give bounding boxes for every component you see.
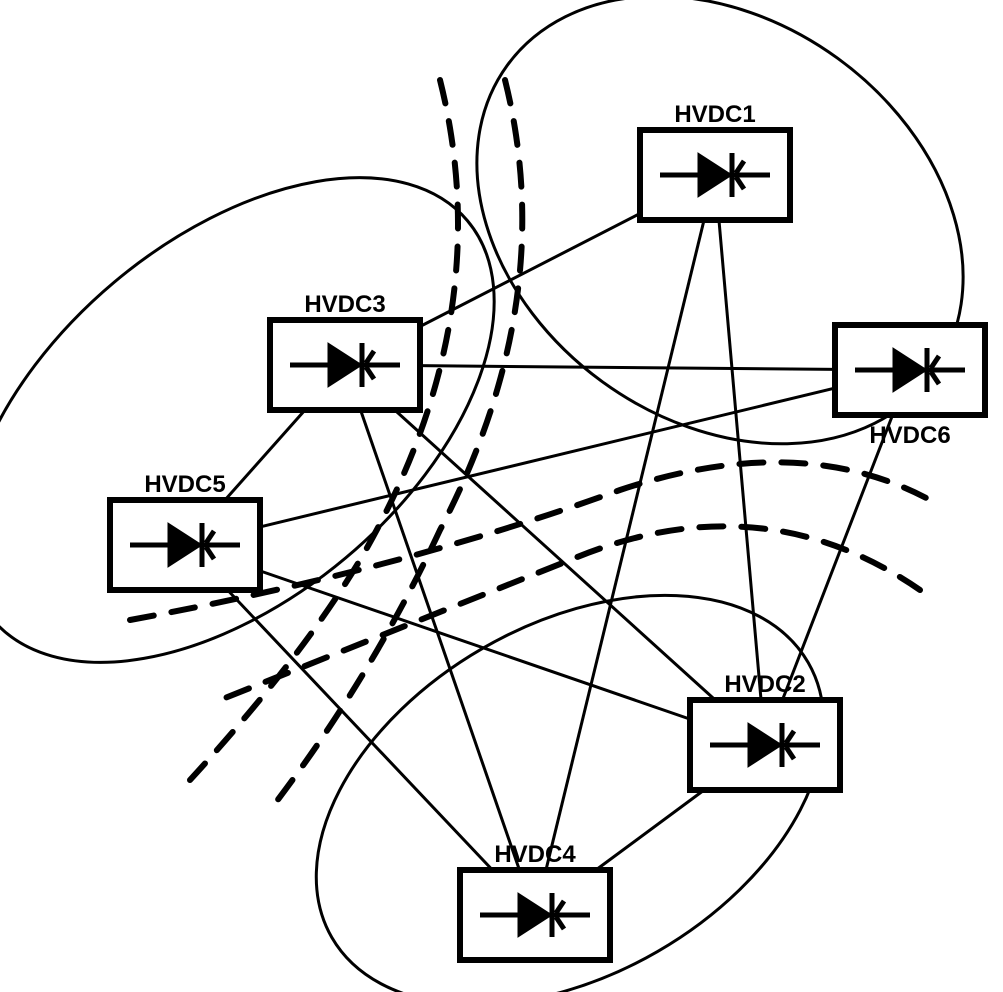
edge-HVDC3-HVDC5 <box>225 410 305 500</box>
hvdc-node-hvdc1: HVDC1 <box>640 101 790 220</box>
edge-HVDC3-HVDC2 <box>395 410 716 700</box>
hvdc-node-hvdc5: HVDC5 <box>110 471 260 590</box>
dashed-arc-2 <box>270 80 522 810</box>
node-label: HVDC2 <box>724 671 805 698</box>
node-label: HVDC3 <box>304 291 385 318</box>
node-label: HVDC5 <box>144 471 225 498</box>
hvdc-node-hvdc2: HVDC2 <box>690 671 840 790</box>
node-label: HVDC1 <box>674 101 755 128</box>
network-diagram: HVDC1 HVDC6 HVDC3 HVDC5 HVDC2 HVDC4 <box>0 0 1003 992</box>
edge-HVDC5-HVDC4 <box>228 590 493 870</box>
edge-HVDC1-HVDC4 <box>546 220 704 870</box>
edge-HVDC6-HVDC2 <box>782 415 892 700</box>
node-label: HVDC6 <box>869 422 950 449</box>
edge-HVDC5-HVDC2 <box>260 571 690 719</box>
edge-HVDC2-HVDC4 <box>596 790 704 870</box>
node-label: HVDC4 <box>494 841 576 868</box>
hvdc-node-hvdc3: HVDC3 <box>270 291 420 410</box>
cluster-ellipse-1 <box>390 0 1003 536</box>
nodes-layer: HVDC1 HVDC6 HVDC3 HVDC5 HVDC2 HVDC4 <box>110 101 985 960</box>
